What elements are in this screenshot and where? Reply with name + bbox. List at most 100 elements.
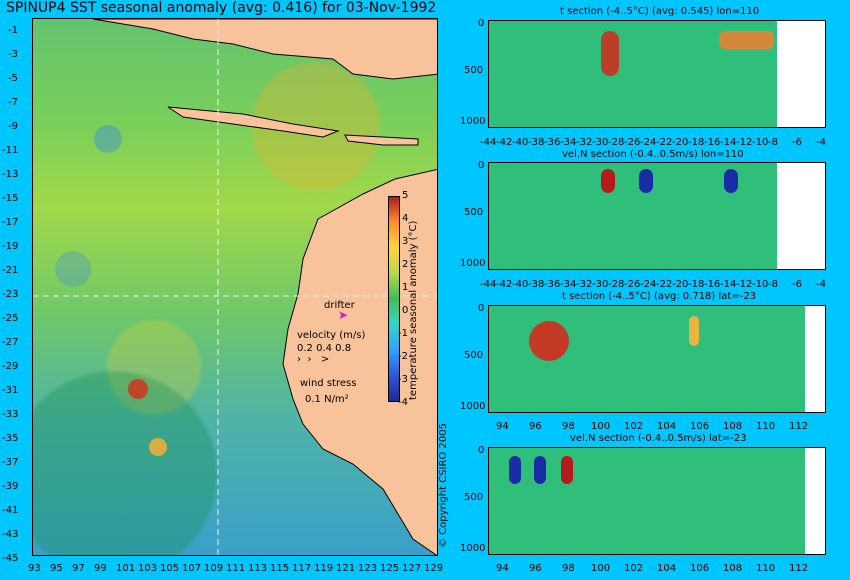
x-tick: -40	[512, 137, 529, 148]
x-tick: -4	[816, 137, 826, 148]
x-tick: 125	[380, 563, 400, 574]
y-tick: -15	[2, 193, 19, 204]
land-java	[167, 106, 340, 138]
panel4-anomaly	[534, 456, 546, 484]
colorbar-tick: 0	[402, 305, 409, 316]
y-tick: -23	[2, 289, 19, 300]
y-tick: -13	[2, 169, 19, 180]
x-tick: -20	[672, 137, 689, 148]
panel1-title: t section (-4..5°C) (avg: 0.545) lon=110	[560, 6, 760, 17]
x-tick: -16	[704, 279, 721, 290]
warm-eddy	[128, 379, 148, 399]
y-tick: 0	[478, 445, 485, 456]
x-tick: -24	[640, 279, 657, 290]
x-tick: -14	[720, 137, 737, 148]
x-tick: 94	[496, 563, 509, 574]
y-tick: -31	[2, 385, 19, 396]
panel2-anomaly	[724, 169, 738, 193]
panel3-anomaly	[689, 316, 699, 346]
x-tick: 96	[529, 421, 542, 432]
x-tick: 111	[226, 563, 246, 574]
x-tick: -32	[576, 279, 593, 290]
x-tick: -28	[608, 137, 625, 148]
panel1-missing	[777, 21, 825, 127]
y-tick: -29	[2, 361, 19, 372]
x-tick: 119	[314, 563, 334, 574]
velocity-arrows-icon: › › >	[297, 354, 330, 365]
x-tick: 110	[756, 421, 776, 432]
colorbar-tick: 4	[402, 213, 409, 224]
panel4-anomaly	[561, 456, 573, 484]
panel1-x-axis: -44 -42 -40 -38 -36 -34 -32 -30 -28 -26 …	[480, 137, 840, 151]
x-tick: -18	[688, 279, 705, 290]
x-tick: -42	[496, 279, 513, 290]
panel2-title: vel.N section (-0.4..0.5m/s) lon=110	[562, 149, 744, 160]
velocity-label: velocity (m/s)	[297, 330, 366, 341]
page-title: SPINUP4 SST seasonal anomaly (avg: 0.416…	[6, 0, 437, 16]
y-tick: -9	[8, 121, 18, 132]
x-tick: -10	[752, 279, 769, 290]
y-tick: -37	[2, 457, 19, 468]
colorbar-tick: -4	[398, 397, 408, 408]
x-tick: -44	[480, 279, 497, 290]
map-y-axis: -1 -3 -5 -7 -9 -11 -13 -15 -17 -19 -21 -…	[0, 18, 30, 564]
colorbar-tick: -1	[398, 328, 408, 339]
y-tick: 1000	[460, 258, 486, 269]
y-tick: 1000	[460, 116, 486, 127]
colorbar-tick: 1	[402, 282, 409, 293]
x-tick: 98	[562, 563, 575, 574]
y-tick: -5	[8, 73, 18, 84]
x-tick: -28	[608, 279, 625, 290]
x-tick: -26	[624, 137, 641, 148]
cool-eddy	[55, 251, 91, 287]
x-tick: -32	[576, 137, 593, 148]
x-tick: -18	[688, 137, 705, 148]
drifter-label: drifter	[324, 300, 355, 311]
colorbar-tick: -3	[398, 374, 408, 385]
x-tick: 109	[204, 563, 224, 574]
x-tick: -36	[544, 137, 561, 148]
y-tick: -19	[2, 241, 19, 252]
x-tick: 96	[529, 563, 542, 574]
x-tick: 121	[336, 563, 356, 574]
y-tick: -7	[8, 97, 18, 108]
x-tick: 127	[402, 563, 422, 574]
x-tick: 97	[72, 563, 85, 574]
wind-stress-value: 0.1 N/m²	[305, 394, 349, 405]
x-tick: -8	[768, 137, 778, 148]
x-tick: -38	[528, 137, 545, 148]
panel2-plot	[488, 162, 826, 270]
panel2-x-axis: -44 -42 -40 -38 -36 -34 -32 -30 -28 -26 …	[480, 279, 840, 293]
x-tick: 93	[28, 563, 41, 574]
y-tick: 500	[464, 207, 484, 218]
x-tick: 112	[789, 563, 809, 574]
x-tick: -40	[512, 279, 529, 290]
panel4-title: vel.N section (-0.4..0.5m/s) lat=-23	[570, 433, 747, 444]
x-tick: -24	[640, 137, 657, 148]
x-tick: -38	[528, 279, 545, 290]
x-tick: 108	[723, 563, 743, 574]
copyright: © Copyright CSIRO 2005	[438, 423, 449, 548]
panel3-x-axis: 94 96 98 100 102 104 106 108 110 112	[496, 421, 826, 435]
y-tick: -27	[2, 337, 19, 348]
x-tick: 115	[270, 563, 290, 574]
x-tick: 108	[723, 421, 743, 432]
panel4-anomaly	[509, 456, 521, 484]
y-tick: 0	[478, 303, 485, 314]
x-tick: -6	[792, 137, 802, 148]
y-tick: 1000	[460, 401, 486, 412]
x-tick: -14	[720, 279, 737, 290]
y-tick: -33	[2, 409, 19, 420]
x-tick: 95	[50, 563, 63, 574]
map-svg	[33, 19, 437, 555]
panel2-anomaly	[601, 169, 615, 193]
y-tick: -21	[2, 265, 19, 276]
panel3-anomaly	[529, 321, 569, 361]
x-tick: -30	[592, 279, 609, 290]
panel4-missing	[805, 448, 825, 554]
y-tick: -41	[2, 505, 19, 516]
colorbar-label: temperature seasonal anomaly (°C)	[408, 194, 430, 404]
panel3-title: t section (-4..5°C) (avg: 0.718) lat=-23	[562, 291, 757, 302]
warm-eddy	[149, 438, 167, 456]
colorbar-ticks: 5 4 3 2 1 0 -1 -2 -3 -4	[398, 190, 414, 408]
